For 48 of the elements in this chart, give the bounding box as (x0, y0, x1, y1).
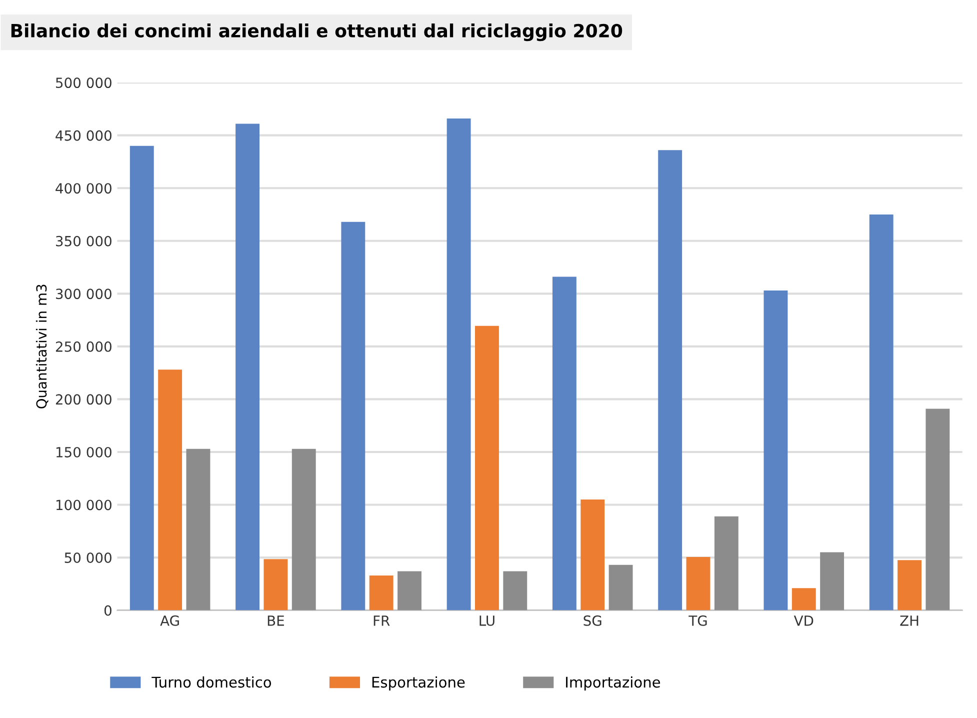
bar (714, 516, 738, 610)
y-tick-label: 100 000 (56, 500, 112, 510)
x-tick-label: LU (480, 616, 494, 626)
x-tick-label: TG (688, 615, 707, 626)
y-tick-label: 450 000 (56, 130, 112, 141)
y-tick-label: 200 000 (56, 394, 112, 405)
chart-title: Bilancio dei concimi aziendali e ottenuti dal riciclaggio 2020 (11, 24, 622, 42)
bar (764, 290, 788, 610)
bar (292, 448, 316, 610)
bar (475, 326, 499, 610)
bar (898, 560, 922, 610)
y-tick-label: 250 000 (56, 341, 112, 352)
bar (130, 146, 154, 610)
x-tick-label: FR (374, 616, 390, 626)
y-axis-title: Quantitativi in m3 (36, 284, 48, 408)
y-tick-label: 500 000 (56, 78, 112, 88)
bar (369, 575, 394, 610)
y-tick-label: 50 000 (64, 552, 112, 563)
bar (341, 222, 366, 610)
y-tick-label: 350 000 (56, 236, 112, 246)
bar (820, 552, 844, 610)
bar (608, 564, 633, 610)
x-tick-label: AG (160, 615, 179, 626)
legend-label: Importazione (566, 676, 660, 691)
y-tick-label: 400 000 (56, 183, 112, 194)
bar (926, 408, 950, 610)
y-tick-label: 150 000 (56, 446, 112, 458)
bar (686, 557, 710, 610)
bar (446, 118, 471, 610)
x-tick-label: SG (584, 615, 602, 626)
bar (580, 499, 605, 610)
x-tick-label: ZH (900, 616, 918, 626)
x-tick-label: BE (268, 616, 284, 626)
y-tick-label: 0 (104, 605, 112, 616)
bar (658, 150, 682, 610)
bar (503, 571, 528, 610)
bar (869, 214, 894, 610)
legend-label: Turno domestico (152, 676, 272, 688)
bar (158, 370, 182, 610)
y-tick-label: 300 000 (56, 288, 112, 300)
legend-label: Esportazione (372, 676, 465, 691)
x-tick-label: VD (794, 616, 814, 626)
bar (236, 124, 260, 610)
bar (552, 276, 576, 610)
bar (186, 448, 210, 610)
bar (792, 588, 816, 610)
bar (398, 571, 422, 610)
bar (264, 559, 288, 610)
